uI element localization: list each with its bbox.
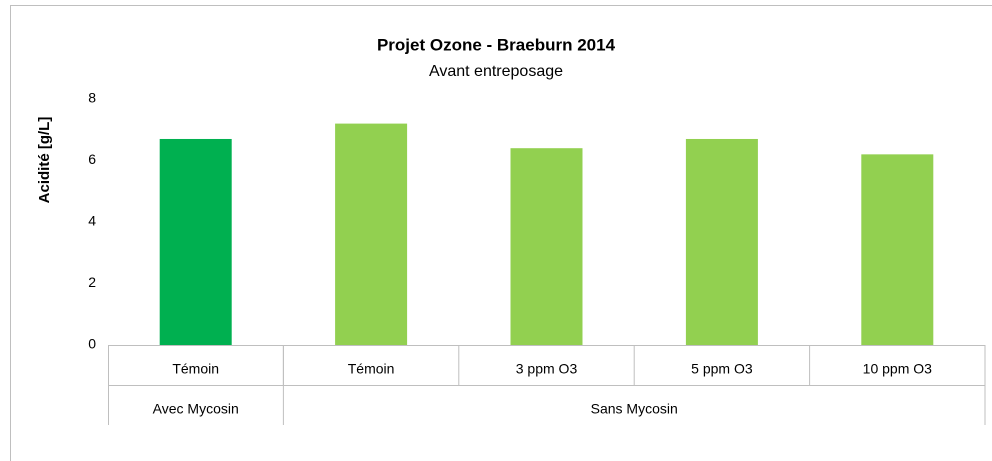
y-tick-label: 8	[88, 90, 96, 106]
chart-title: Projet Ozone - Braeburn 2014	[377, 35, 616, 54]
chart-subtitle: Avant entreposage	[429, 63, 563, 80]
y-tick-label: 4	[88, 213, 96, 229]
x-tick-label: 5 ppm O3	[691, 361, 753, 377]
y-tick-label: 2	[88, 274, 96, 290]
x-tick-label: Témoin	[172, 361, 219, 377]
y-tick-label: 6	[88, 151, 96, 167]
group-label: Sans Mycosin	[591, 401, 678, 417]
bar	[510, 148, 583, 345]
x-tick-label: Témoin	[348, 361, 395, 377]
bar	[335, 123, 408, 345]
bar	[159, 138, 232, 345]
bar	[685, 138, 758, 345]
y-axis-label: Acidité [g/L]	[36, 117, 53, 204]
group-label: Avec Mycosin	[153, 401, 239, 417]
bar	[861, 154, 934, 345]
x-tick-label: 10 ppm O3	[863, 361, 932, 377]
y-tick-label: 0	[88, 336, 96, 352]
x-tick-label: 3 ppm O3	[516, 361, 578, 377]
